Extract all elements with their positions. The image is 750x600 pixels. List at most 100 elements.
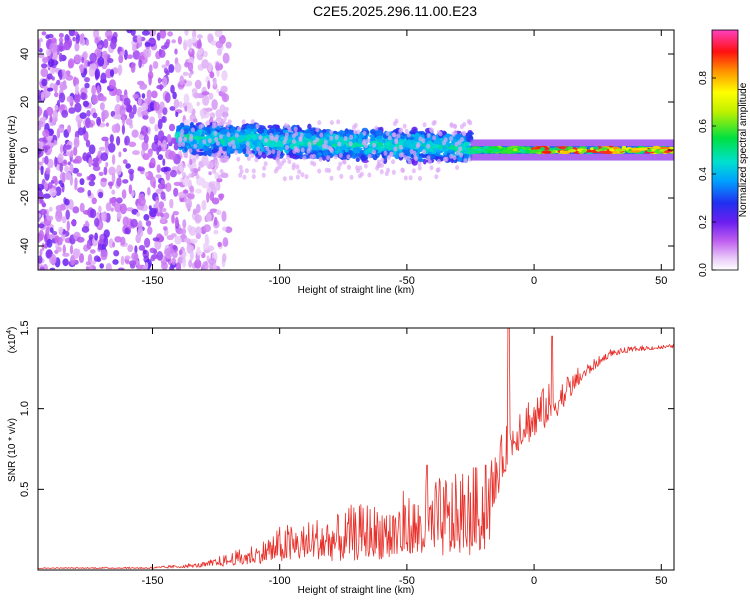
colorbar-tick-label: 0.8 [698,71,709,85]
spectrogram-cell [621,145,627,150]
spectrogram-cell [97,44,103,49]
spectrogram-cell [54,92,59,98]
spectrogram-cell [165,170,171,181]
spectrogram-cell [206,192,210,203]
spectrogram-ylabel: Frequency (Hz) [7,116,18,185]
spectrogram-cell [110,207,114,212]
spectrogram-cell [106,35,112,41]
spectrogram-cell [94,37,100,44]
spectrogram-cell [459,124,464,130]
spectrogram-cell [154,134,159,145]
spectrogram-cell [183,39,188,50]
spectrogram-cell [84,77,90,83]
spectrogram-cell [83,209,91,215]
spectrogram-cell [333,154,338,160]
spectrogram-cell [100,249,108,261]
spectrogram-cell [103,236,109,248]
spectrogram-cell [319,132,324,138]
spectrogram-cell [97,243,102,251]
spectrogram-cell [66,95,74,103]
spectrogram-cell [79,33,83,45]
spectrogram-cell [196,40,202,49]
spectrogram-cell [140,125,149,136]
spectrogram-cell [62,258,69,267]
spectrogram-cell [364,143,368,149]
spectrogram-cell [329,120,334,126]
spectrogram-cell [125,163,131,169]
spectrogram-cell [342,159,347,165]
spectrogram-cell [73,77,80,87]
spectrogram-cell [172,91,177,100]
spectrogram-cell [215,40,223,49]
spectrogram-cell [84,220,89,227]
spectrogram-cell [188,245,195,253]
spectrogram-cell [383,150,388,156]
spectrogram-cell [103,166,108,176]
spectrogram-cell [159,101,165,110]
snr-scale-base: (x10 [7,333,18,353]
spectrogram-cell [173,137,178,144]
spectrogram-cell [323,139,328,145]
spectrogram-cell [276,150,281,156]
spectrogram-cell [116,164,122,176]
spectrogram-cell [182,189,189,194]
spectrogram-cell [153,101,160,111]
spectrogram-cell [168,123,176,132]
spectrogram-cell [334,134,339,140]
spectrogram-cell [157,130,165,142]
spectrogram-cell [208,183,215,189]
spectrogram-cell [132,150,140,156]
spectrogram-cell [443,137,448,143]
spectrogram-cell [38,255,43,264]
spectrogram-cell [463,158,468,164]
colorbar: 0.0 0.2 0.4 0.6 0.8 Normalized spectral ampl… [698,29,749,277]
spectrogram-cell [306,148,311,154]
spectrogram-cell [298,136,303,142]
spectrogram-cell [304,174,309,180]
spectrogram-cell [217,150,222,156]
spectrogram-cell [184,153,189,159]
spectrogram-ytick-label: 20 [19,96,31,108]
spectrogram-cell [65,144,72,150]
spectrogram-cell [208,92,214,100]
spectrogram-cell [416,141,421,147]
spectrogram-cell [391,169,396,175]
spectrogram-cell [74,84,79,95]
spectrogram-cell [454,141,459,147]
spectrogram-cell [222,52,230,64]
spectrogram-cell [44,234,48,244]
spectrogram-cell [92,162,100,168]
spectrogram-cell [99,102,105,111]
spectrogram-cell [192,158,197,163]
spectrogram-cell [346,154,351,160]
spectrogram-cell [195,232,201,240]
spectrogram-cell [118,151,122,158]
spectrogram-cell [194,214,202,224]
spectrogram-cell [398,128,403,134]
spectrogram-cell [166,134,172,144]
spectrogram-cell [38,53,45,58]
spectrogram-cell [104,139,109,150]
spectrogram-cell [385,131,390,136]
spectrogram-cell [73,31,79,37]
spectrogram-cell [322,129,327,133]
spectrogram-cell [96,116,102,126]
spectrogram-cell [78,253,85,264]
spectrogram-cell [422,149,427,155]
spectrogram-cell [540,147,545,151]
spectrogram-cell [426,133,431,138]
spectrogram-cell [183,119,191,127]
spectrogram-cell [99,263,104,269]
spectrogram-cell [239,169,244,175]
spectrogram-cell [401,168,405,173]
spectrogram-cell [66,150,71,157]
spectrogram-cell [74,54,82,64]
spectrogram-cell [173,99,180,109]
spectrogram-cell [144,237,151,248]
spectrogram-cell [40,165,44,176]
spectrogram-cell [165,59,170,67]
spectrogram-cell [216,209,222,216]
spectrogram-cell [156,164,161,174]
spectrogram-cell [435,150,444,154]
spectrogram-cell [173,143,179,151]
